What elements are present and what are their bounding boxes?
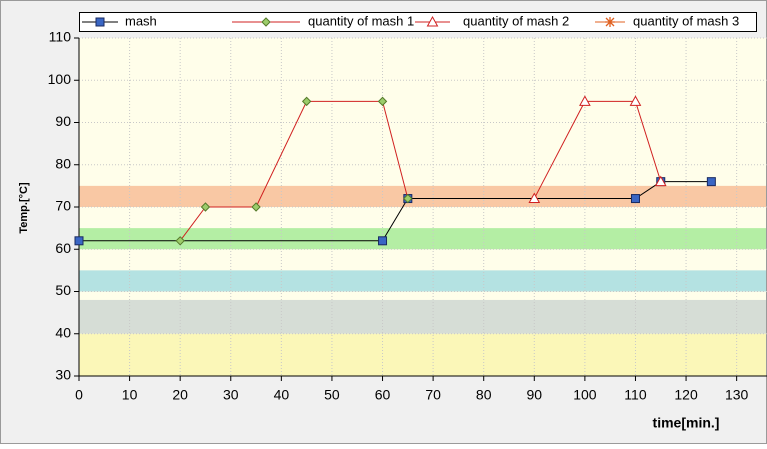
marker <box>74 236 84 246</box>
x-tick-label: 130 <box>725 387 749 403</box>
marker <box>377 96 388 107</box>
x-tick-label: 100 <box>573 387 597 403</box>
temperature-band <box>79 228 766 250</box>
temperature-band <box>79 270 766 292</box>
series-line <box>79 181 712 242</box>
x-tick-label: 120 <box>674 387 698 403</box>
x-tick-label: 60 <box>375 387 391 403</box>
marker <box>706 177 716 187</box>
marker <box>579 95 591 106</box>
x-tick-label: 0 <box>75 387 83 403</box>
series-line <box>179 100 409 242</box>
x-axis-label: time[min.] <box>653 415 720 431</box>
temperature-band <box>79 185 766 207</box>
legend-label: quantity of mash 1 <box>308 13 414 28</box>
y-tick-label: 30 <box>55 367 71 383</box>
legend-label: mash <box>125 13 157 28</box>
marker <box>175 236 185 246</box>
x-tick-label: 110 <box>624 387 647 403</box>
marker <box>200 202 211 212</box>
y-tick-label: 70 <box>55 198 71 214</box>
marker <box>528 192 541 204</box>
temperature-band <box>79 333 766 376</box>
y-tick-label: 40 <box>55 324 71 340</box>
y-tick-label: 110 <box>49 29 72 45</box>
marker <box>426 15 439 27</box>
marker <box>605 17 615 27</box>
x-tick-label: 40 <box>274 387 290 403</box>
x-tick-label: 50 <box>324 387 340 403</box>
y-tick-label: 90 <box>55 113 71 129</box>
marker <box>378 236 388 246</box>
x-tick-label: 80 <box>476 387 492 403</box>
legend-label: quantity of mash 2 <box>463 13 569 28</box>
marker <box>251 202 261 212</box>
marker <box>629 95 642 106</box>
x-tick-label: 30 <box>223 387 239 403</box>
marker <box>403 193 413 204</box>
marker <box>630 194 640 204</box>
marker <box>654 175 667 187</box>
marker <box>301 96 312 107</box>
series-line <box>533 100 662 199</box>
x-tick-label: 70 <box>425 387 441 403</box>
y-tick-label: 100 <box>48 71 72 87</box>
y-tick-label: 80 <box>55 155 71 171</box>
marker <box>95 17 105 27</box>
temperature-band <box>79 299 766 334</box>
y-tick-label: 60 <box>55 240 71 256</box>
y-tick-label: 50 <box>55 282 71 298</box>
x-tick-label: 20 <box>172 387 188 403</box>
y-axis-label: Temp.[°C] <box>18 182 30 234</box>
x-tick-label: 90 <box>527 387 543 403</box>
x-tick-label: 10 <box>122 387 138 403</box>
legend-label: quantity of mash 3 <box>633 13 739 28</box>
marker <box>261 17 271 27</box>
